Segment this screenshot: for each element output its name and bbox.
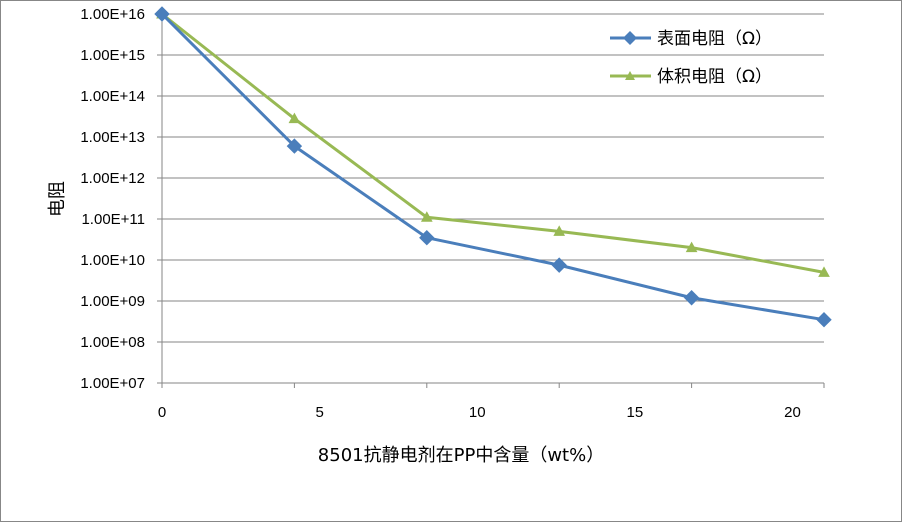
x-tick-label: 5 (315, 404, 323, 421)
legend-label: 体积电阻（Ω） (657, 67, 772, 87)
y-tick-label: 1.00E+16 (80, 6, 145, 23)
y-tick-label: 1.00E+12 (80, 170, 145, 187)
y-tick-label: 1.00E+14 (80, 88, 145, 105)
grid-lines (162, 13, 824, 343)
x-tick-label: 10 (469, 404, 486, 421)
data-point-diamond (683, 290, 700, 306)
data-point-triangle (553, 225, 566, 236)
y-tick-label: 1.00E+15 (80, 47, 145, 64)
y-tick-label: 1.00E+11 (81, 211, 145, 228)
series-lines (154, 6, 832, 328)
y-tick-label: 1.00E+09 (80, 293, 145, 310)
data-point-triangle (288, 112, 301, 124)
y-tick-label: 1.00E+07 (80, 375, 145, 392)
tick-labels: 1.00E+16 1.00E+15 1.00E+14 1.00E+13 1.00E+12… (80, 6, 800, 421)
legend-marker-triangle (625, 71, 635, 80)
data-point-triangle (420, 211, 433, 222)
y-tick-label: 1.00E+13 (80, 129, 145, 146)
data-point-triangle (818, 266, 830, 277)
x-axis-title: 8501抗静电剂在PP中含量（wt%） (318, 445, 604, 466)
legend: 表面电阻（Ω） 体积电阻（Ω） (610, 29, 772, 87)
data-point-diamond (551, 257, 567, 273)
data-point-diamond (286, 138, 303, 154)
y-axis-title: 电阻 (47, 181, 68, 217)
axes (157, 13, 825, 388)
y-tick-label: 1.00E+08 (80, 334, 145, 351)
y-tick-label: 1.00E+10 (80, 252, 145, 269)
x-tick-label: 15 (627, 404, 644, 421)
data-point-diamond (154, 6, 170, 22)
series-line (161, 12, 825, 274)
legend-marker-diamond (623, 31, 637, 45)
series-line (160, 12, 825, 322)
legend-label: 表面电阻（Ω） (657, 29, 772, 49)
x-tick-label: 20 (784, 404, 801, 421)
data-point-diamond (419, 229, 435, 246)
data-point-triangle (685, 241, 698, 253)
data-point-diamond (816, 311, 832, 328)
x-tick-label: 0 (158, 404, 166, 421)
